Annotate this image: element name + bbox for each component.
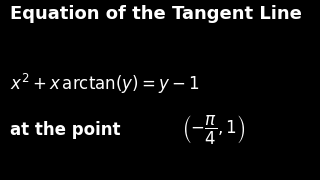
Text: at the point: at the point bbox=[10, 121, 120, 139]
Text: Equation of the Tangent Line: Equation of the Tangent Line bbox=[10, 5, 301, 23]
Text: $x^2 + x\,\mathrm{arctan}(y) = y - 1$: $x^2 + x\,\mathrm{arctan}(y) = y - 1$ bbox=[10, 72, 200, 96]
Text: $\left(-\dfrac{\pi}{4},1\right)$: $\left(-\dfrac{\pi}{4},1\right)$ bbox=[182, 113, 246, 146]
